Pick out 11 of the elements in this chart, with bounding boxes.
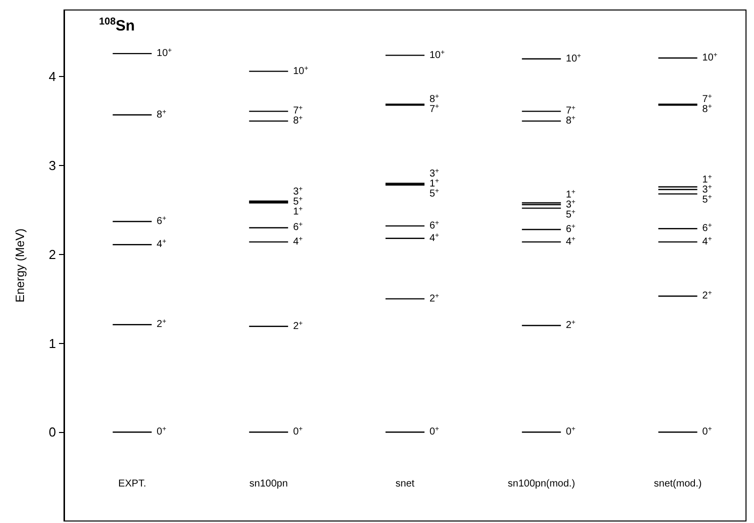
x-tick-label: snet(mod.) — [654, 478, 702, 490]
x-tick-label: sn100pn — [249, 478, 288, 490]
y-tick-label: 1 — [48, 336, 56, 351]
y-tick-label: 3 — [48, 158, 56, 174]
y-tick-label: 0 — [48, 424, 56, 440]
x-tick-label: snet — [396, 478, 415, 490]
y-axis-title: Energy (MeV) — [13, 228, 27, 303]
y-tick-label: 2 — [48, 246, 56, 262]
y-tick-label: 4 — [48, 69, 56, 84]
x-tick-label: sn100pn(mod.) — [508, 478, 576, 490]
x-tick-label: EXPT. — [118, 478, 146, 490]
